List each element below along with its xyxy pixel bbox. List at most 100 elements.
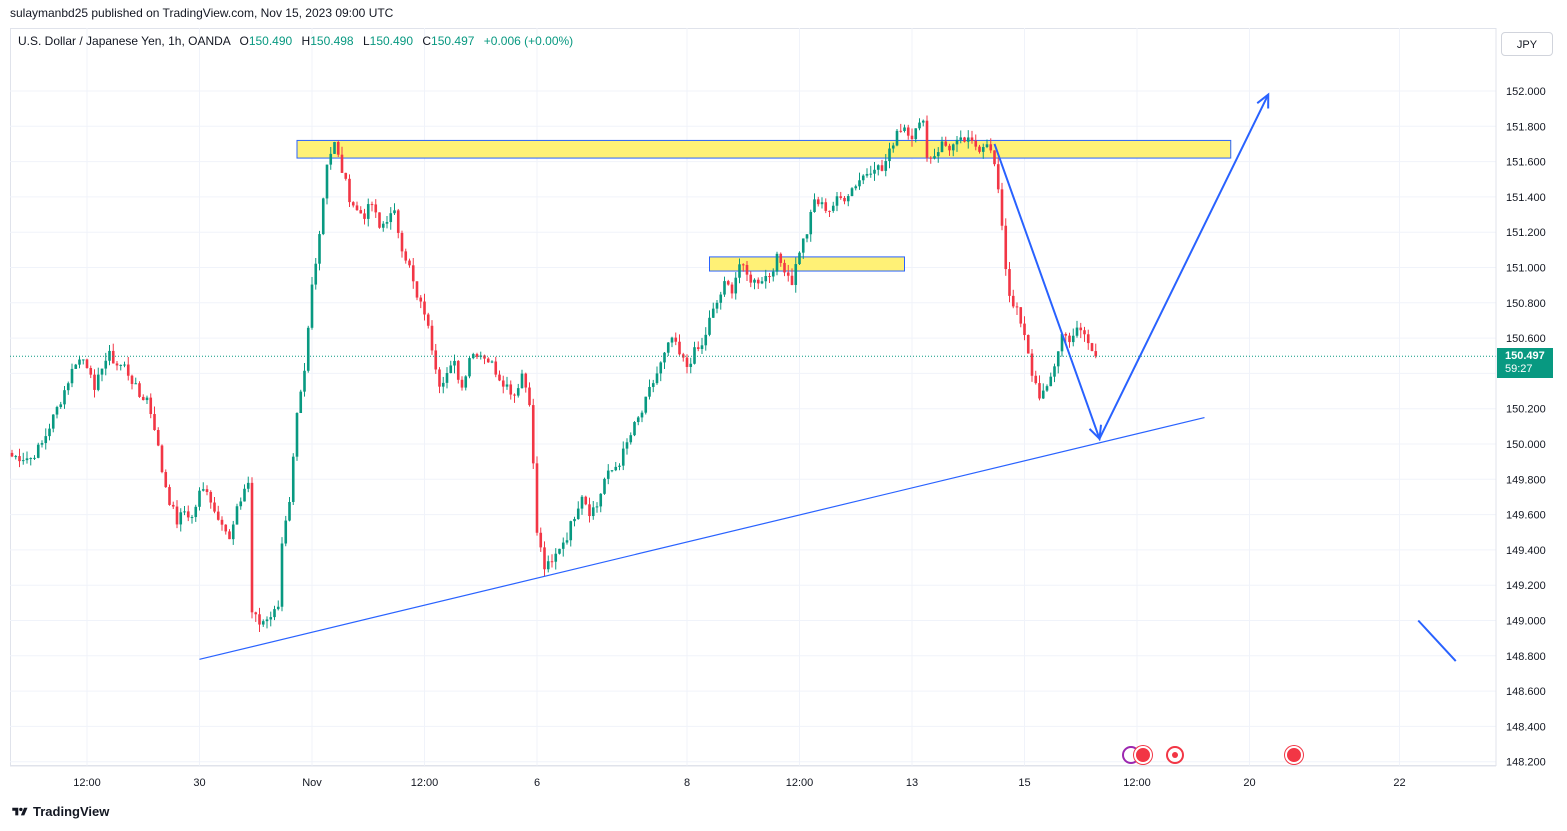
candle-up	[201, 489, 205, 491]
support-trendline[interactable]	[199, 416, 1205, 660]
price-tick-label: 148.200	[1506, 757, 1546, 769]
currency-button[interactable]: JPY	[1501, 32, 1553, 56]
bar-countdown: 59:27	[1505, 363, 1533, 375]
time-tick-label: 30	[193, 777, 205, 789]
candle-down	[494, 361, 498, 375]
us-flag-icon[interactable]	[1134, 746, 1152, 764]
candle-up	[33, 457, 36, 459]
candle-up	[618, 465, 621, 467]
candle-down	[411, 265, 415, 282]
time-tick-label: 12:00	[1123, 777, 1151, 789]
resistance-zone[interactable]	[296, 139, 1232, 159]
candle-down	[696, 347, 700, 349]
candle-up	[914, 128, 918, 140]
candle-down	[1079, 327, 1083, 331]
candle-up	[306, 327, 310, 371]
candle-up	[393, 210, 396, 214]
candle-up	[591, 507, 595, 517]
candle-up	[966, 137, 970, 142]
candle-down	[1026, 335, 1030, 354]
candle-down	[1030, 353, 1034, 376]
candle-down	[228, 531, 231, 540]
candle-up	[854, 186, 858, 189]
price-tick-label: 151.000	[1506, 263, 1546, 275]
price-tick-label: 148.800	[1506, 651, 1546, 663]
candle-down	[359, 210, 363, 214]
candle-up	[276, 606, 280, 610]
candle-down	[756, 279, 760, 284]
candle-up	[921, 120, 925, 123]
candle-up	[516, 388, 520, 396]
candle-up	[798, 252, 801, 265]
candle-down	[509, 384, 513, 395]
candle-up	[44, 436, 48, 444]
candle-up	[66, 383, 70, 391]
candle-down	[1008, 269, 1011, 296]
candle-up	[325, 164, 329, 199]
candle-up	[580, 496, 584, 509]
candle-up	[81, 359, 85, 361]
candle-down	[745, 264, 749, 275]
candle-down	[1086, 334, 1090, 344]
close-value: 150.497	[431, 34, 475, 48]
candle-down	[910, 135, 914, 140]
candle-up	[1041, 390, 1045, 399]
price-tick-label: 151.600	[1506, 157, 1546, 169]
candle-down	[130, 375, 134, 384]
candle-up	[558, 548, 561, 554]
time-axis[interactable]: 12:00 30 Nov 12:00 6 8 12:00 13 15 12:00 20 22	[10, 765, 1496, 789]
partial-drawing-line[interactable]	[1417, 619, 1457, 662]
candle-down	[156, 430, 160, 446]
candle-down	[996, 164, 1000, 190]
candle-up	[119, 364, 123, 366]
resistance-zone[interactable]	[709, 256, 905, 272]
candle-up	[734, 277, 738, 294]
candle-up	[198, 490, 201, 507]
candle-down	[528, 387, 531, 406]
candle-down	[944, 141, 948, 146]
candle-up	[723, 281, 726, 295]
candle-down	[1094, 351, 1098, 357]
candle-down	[93, 374, 96, 390]
candle-up	[981, 147, 985, 152]
candle-up	[610, 470, 614, 472]
candle-down	[396, 210, 400, 233]
candle-down	[543, 547, 546, 570]
candle-up	[659, 362, 663, 374]
price-tick-label: 149.600	[1506, 510, 1546, 522]
candle-up	[464, 376, 468, 388]
candle-down	[974, 140, 978, 147]
time-tick-label: 22	[1393, 777, 1405, 789]
candle-down	[929, 157, 933, 159]
symbol-name: U.S. Dollar / Japanese Yen, 1h, OANDA	[18, 34, 231, 48]
candle-up	[711, 308, 715, 318]
candle-up	[471, 354, 475, 359]
event-dot-icon[interactable]	[1166, 746, 1184, 764]
resistance-zones[interactable]	[296, 139, 1232, 272]
us-flag-icon[interactable]	[1285, 746, 1303, 764]
trend-drawings[interactable]	[199, 92, 1457, 662]
candle-up	[70, 368, 74, 384]
candle-down	[186, 511, 190, 518]
candle-up	[179, 512, 183, 525]
candle-down	[18, 456, 21, 462]
candle-up	[760, 281, 764, 284]
candle-up	[865, 173, 869, 176]
candle-up	[134, 383, 138, 385]
candle-up	[869, 173, 873, 175]
price-tick-label: 151.200	[1506, 227, 1546, 239]
candle-up	[903, 127, 906, 131]
candle-up	[445, 373, 449, 383]
candle-down	[790, 275, 794, 285]
tradingview-logo[interactable]: TradingView	[10, 804, 109, 819]
candle-up	[96, 374, 100, 390]
candle-up	[295, 413, 299, 457]
candle-up	[820, 202, 824, 205]
candle-down	[899, 130, 903, 132]
candle-down	[171, 504, 175, 507]
candle-down	[216, 511, 220, 520]
candle-down	[456, 360, 460, 380]
candle-down	[374, 204, 378, 213]
price-axis[interactable]: 148.200 148.400 148.600 148.800 149.000 149.2…	[1495, 28, 1546, 769]
